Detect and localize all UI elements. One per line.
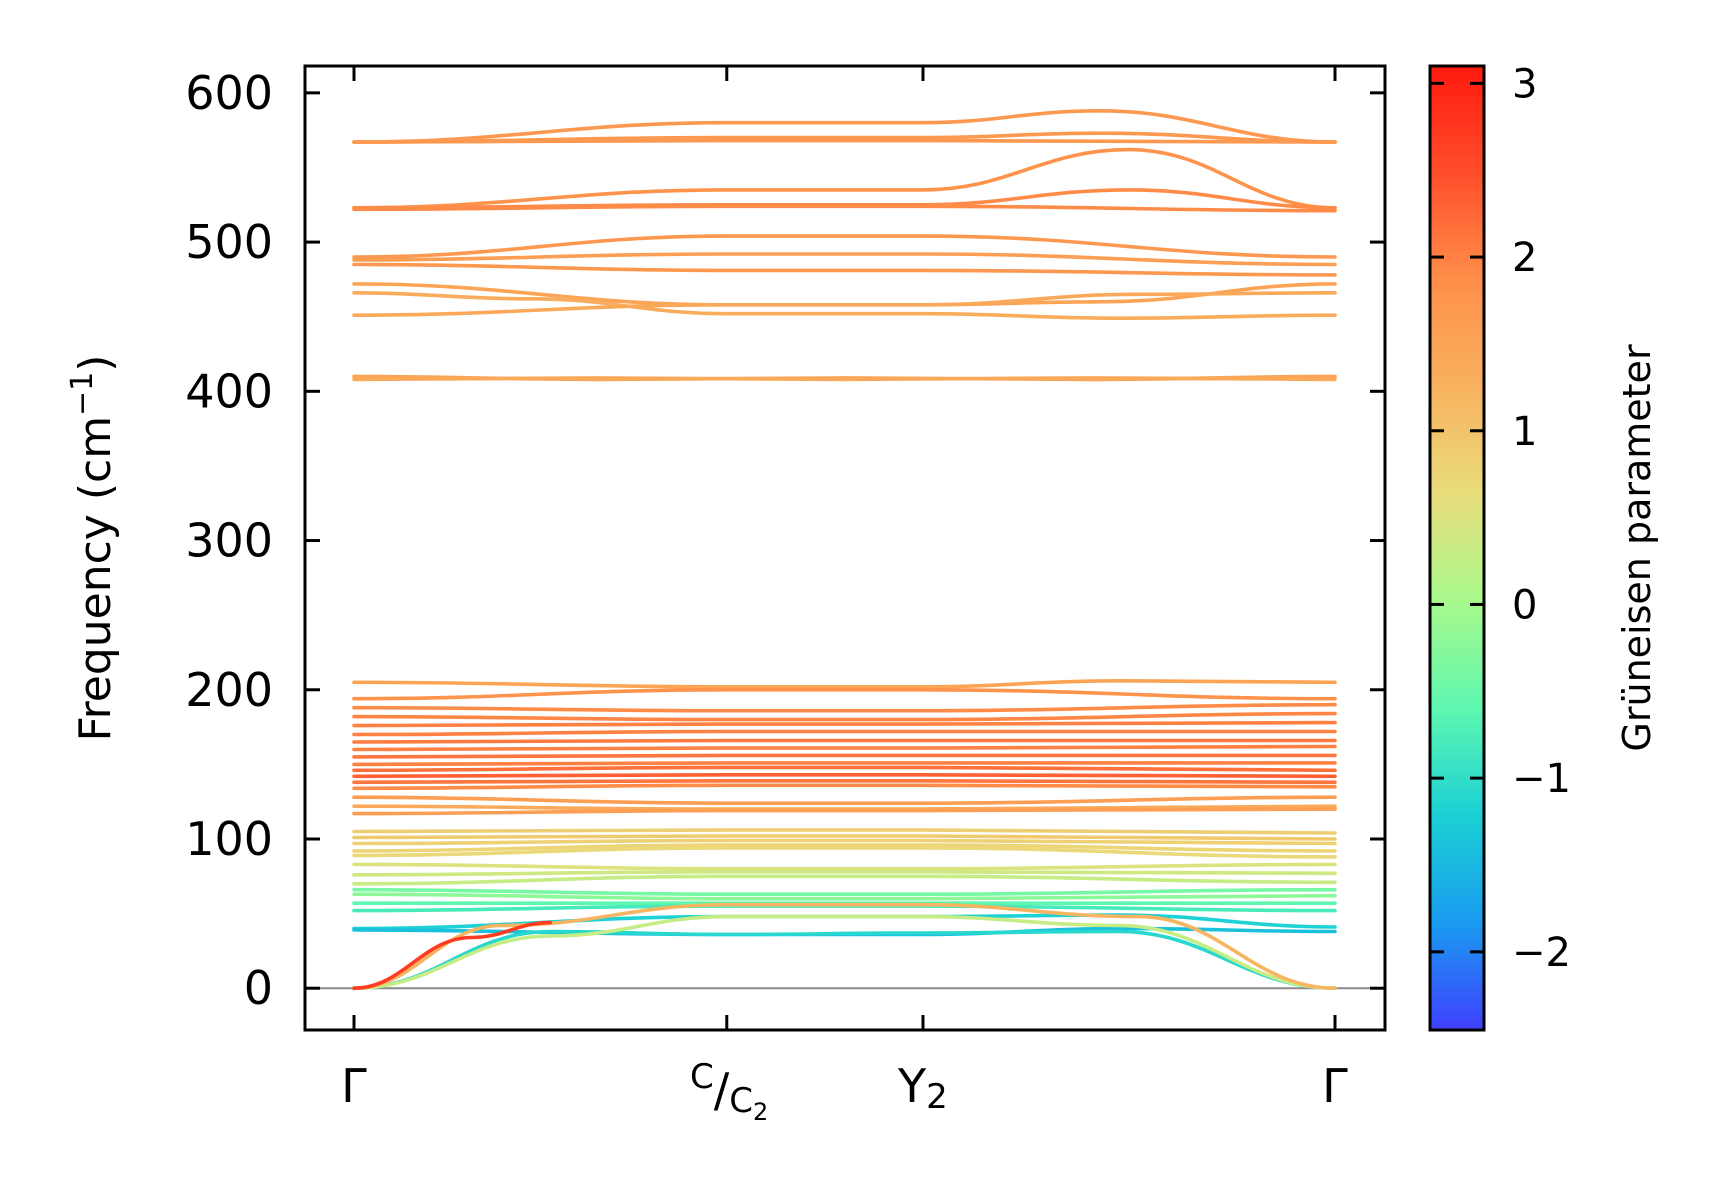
band-line-8 xyxy=(352,252,1337,267)
band-line-12 xyxy=(352,291,1337,317)
band-line-47 xyxy=(352,914,1337,990)
band-line-48 xyxy=(352,902,1337,990)
colorbar-tick-label--1: −1 xyxy=(1512,756,1571,802)
band-line-23 xyxy=(352,753,1337,759)
x-label-c-subsub: 2 xyxy=(753,1098,768,1126)
band-line-31 xyxy=(352,807,1337,816)
x-label-gamma: Γ xyxy=(341,1059,367,1113)
band-line-27 xyxy=(352,778,1337,785)
band-line-36 xyxy=(352,846,1337,859)
band-line-41 xyxy=(352,892,1337,901)
band-line-21 xyxy=(352,738,1337,744)
colorbar-tick-label-3: 3 xyxy=(1512,61,1537,107)
band-line-24 xyxy=(352,761,1337,767)
band-line-29 xyxy=(352,795,1337,806)
y-tick-label-100: 100 xyxy=(185,812,273,866)
x-label-gamma-end: Γ xyxy=(1322,1059,1348,1113)
colorbar-title: Grüneisen parameter xyxy=(1615,344,1659,752)
y-axis-title-main: Frequency (cm xyxy=(70,416,121,742)
colorbar-ticks: −2 −1 0 1 2 3 xyxy=(1430,61,1571,976)
y-axis-title-close: ) xyxy=(70,355,121,372)
y-tick-label-0: 0 xyxy=(244,961,273,1015)
colorbar-tick-label-2: 2 xyxy=(1512,235,1537,281)
x-label-y2: Y2 xyxy=(897,1059,948,1117)
band-line-28 xyxy=(352,783,1337,791)
band-line-25 xyxy=(352,765,1337,773)
band-line-1 xyxy=(352,108,1337,144)
x-axis-ticks xyxy=(352,66,1337,1030)
band-line-34 xyxy=(352,838,1337,846)
y-axis-title-unit-exponent: −1 xyxy=(65,372,100,416)
colorbar-tick-label-1: 1 xyxy=(1512,409,1537,455)
band-line-6 xyxy=(352,204,1337,213)
y-tick-label-500: 500 xyxy=(185,215,273,269)
band-line-38 xyxy=(352,870,1337,877)
x-label-gamma-start: Γ xyxy=(341,1059,367,1113)
band-line-37 xyxy=(352,862,1337,871)
x-label-y: Y xyxy=(897,1059,927,1113)
plot-frame xyxy=(303,64,1387,1032)
band-line-33 xyxy=(352,834,1337,841)
svg-text:Y2: Y2 xyxy=(897,1059,948,1117)
band-line-46 xyxy=(352,929,1337,990)
x-label-gamma-end-text: Γ xyxy=(1322,1059,1348,1113)
band-line-20 xyxy=(352,729,1337,737)
y-tick-label-200: 200 xyxy=(185,663,273,717)
band-line-22 xyxy=(352,744,1337,752)
y-tick-label-600: 600 xyxy=(185,66,273,120)
band-line-15 xyxy=(352,678,1337,689)
band-line-4 xyxy=(352,147,1337,210)
band-lines xyxy=(352,108,1337,990)
x-label-c-c2: C/C2 xyxy=(690,1057,768,1126)
colorbar-gradient xyxy=(1430,66,1484,1030)
colorbar: −2 −1 0 1 2 3 Grüneisen parameter xyxy=(1428,61,1659,1032)
y-tick-label-300: 300 xyxy=(185,514,273,568)
colorbar-frame xyxy=(1428,64,1486,1032)
band-line-3 xyxy=(352,131,1337,144)
band-line-32 xyxy=(352,828,1337,835)
svg-text:C/C2: C/C2 xyxy=(690,1057,768,1126)
x-label-c-sub: C xyxy=(729,1081,753,1121)
colorbar-tick-label--2: −2 xyxy=(1512,930,1571,976)
band-line-9 xyxy=(352,262,1337,277)
colorbar-tick-label-0: 0 xyxy=(1512,582,1537,628)
y-tick-label-400: 400 xyxy=(185,364,273,418)
band-line-16 xyxy=(352,687,1337,701)
y-axis-ticks: 0 100 200 300 400 500 600 xyxy=(185,66,1385,1015)
band-line-49 xyxy=(352,920,552,990)
band-line-17 xyxy=(352,702,1337,713)
band-line-11 xyxy=(352,291,1337,321)
band-line-19 xyxy=(352,720,1337,728)
band-line-18 xyxy=(352,711,1337,722)
band-line-14 xyxy=(352,376,1337,382)
band-line-39 xyxy=(352,874,1337,886)
band-line-7 xyxy=(352,234,1337,259)
band-line-40 xyxy=(352,887,1337,897)
band-line-26 xyxy=(352,773,1337,779)
x-label-c-sup: C xyxy=(690,1057,714,1097)
x-label-y-sub: 2 xyxy=(926,1077,948,1117)
y-axis-title: Frequency (cm−1) xyxy=(65,355,121,742)
band-line-35 xyxy=(352,843,1337,853)
x-label-c-slash: / xyxy=(714,1063,730,1117)
